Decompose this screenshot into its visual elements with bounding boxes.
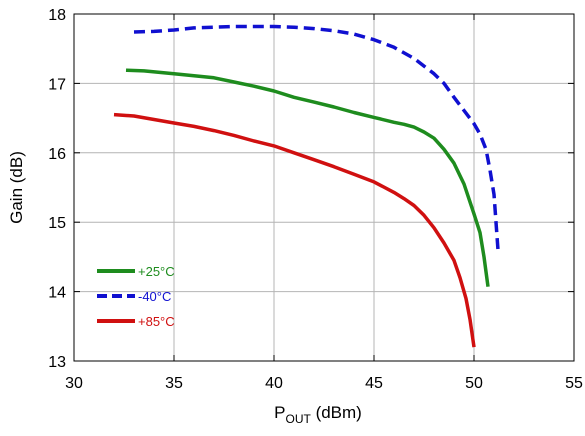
y-tick-label: 15 (48, 215, 66, 232)
x-tick-label: 45 (365, 375, 383, 392)
x-tick-label: 35 (165, 375, 183, 392)
series-line-2 (113, 112, 476, 348)
series-line-1 (133, 24, 500, 251)
x-axis-label-main: P (274, 403, 285, 422)
x-tick-label: 55 (565, 375, 583, 392)
y-tick-label: 17 (48, 76, 66, 93)
legend: +25°C -40°C +85°C (97, 264, 175, 329)
x-axis-label-subscript: OUT (286, 412, 312, 426)
y-tick-label: 13 (48, 354, 66, 371)
y-tick-label: 16 (48, 146, 66, 163)
y-axis-label: Gain (dB) (7, 151, 26, 224)
x-tick-label: 40 (265, 375, 283, 392)
legend-label-0: +25°C (138, 264, 175, 279)
y-tick-label: 14 (48, 285, 66, 302)
plot-frame (73, 13, 575, 362)
x-tick-label: 30 (65, 375, 83, 392)
ticks: 30 35 40 45 50 55 13 14 15 16 17 18 (48, 7, 583, 392)
x-axis-label: POUT (dBm) (274, 403, 362, 426)
series-group (113, 24, 500, 348)
x-tick-label: 50 (465, 375, 483, 392)
grid (74, 14, 574, 361)
x-axis-label-unit: (dBm) (311, 403, 362, 422)
y-tick-label: 18 (48, 7, 66, 24)
legend-label-1: -40°C (138, 289, 171, 304)
legend-label-2: +85°C (138, 314, 175, 329)
series-line-0 (125, 68, 490, 287)
